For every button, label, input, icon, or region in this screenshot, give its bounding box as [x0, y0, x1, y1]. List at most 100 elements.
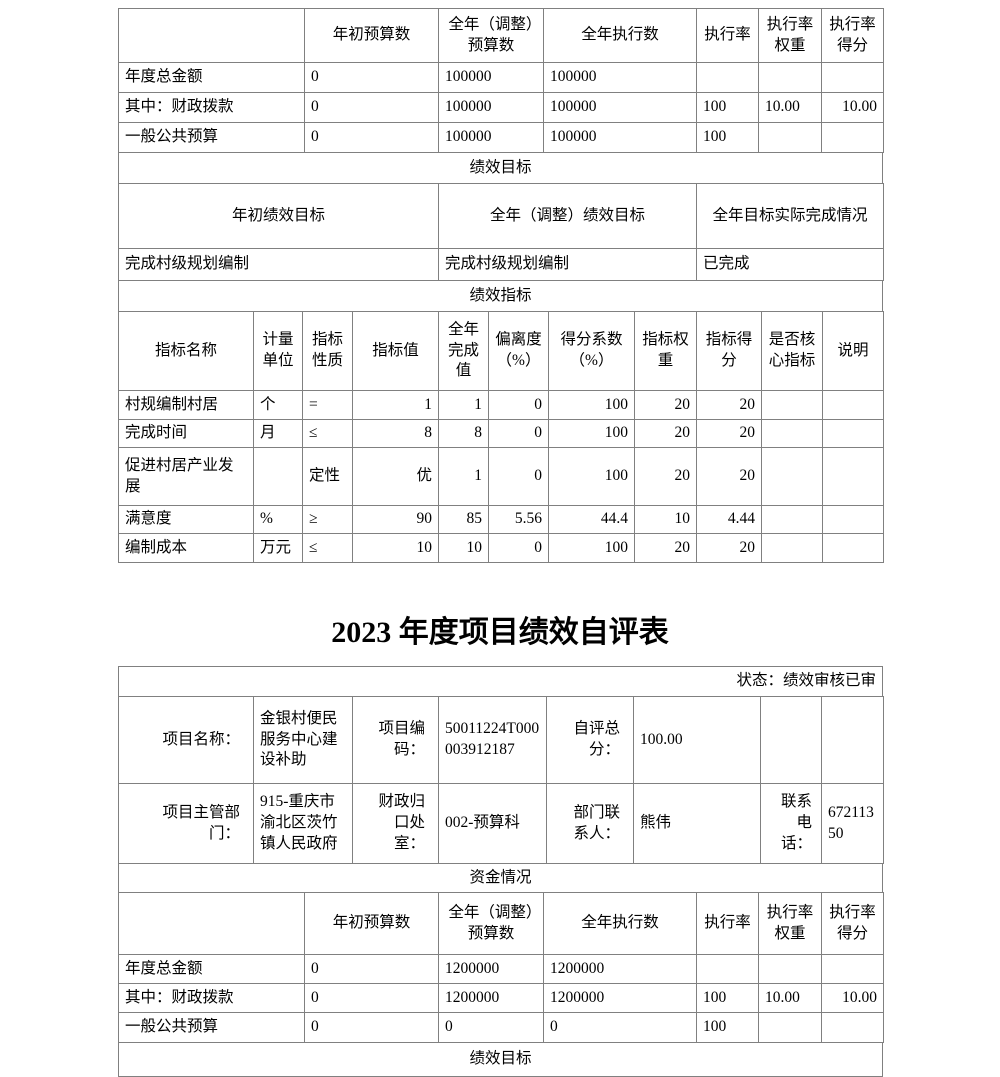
row-label: 其中：财政拨款: [118, 92, 305, 123]
table-row: 绩效目标: [118, 1042, 883, 1077]
cell: %: [253, 505, 303, 534]
cell: 20: [634, 419, 697, 448]
column-header: 年初绩效目标: [118, 183, 439, 249]
field-label: 项目名称：: [118, 696, 254, 784]
cell: 0: [488, 533, 549, 563]
table-row: 绩效指标: [118, 280, 883, 312]
cell: 4.44: [696, 505, 762, 534]
table-row: 指标名称 计量单位 指标性质 指标值 全年完成值 偏离度（%） 得分系数（%） …: [118, 311, 884, 391]
cell: 1: [352, 390, 439, 420]
cell: 100: [696, 122, 759, 153]
contact-phone-value: 67211350: [821, 783, 884, 864]
cell: 100000: [543, 62, 697, 93]
table-row: 完成时间 月 ≤ 8 8 0 100 20 20: [118, 419, 884, 448]
field-label: 财政归口处室：: [352, 783, 439, 864]
cell: [821, 122, 884, 153]
column-header: 全年（调整）预算数: [438, 892, 544, 955]
cell: [761, 505, 823, 534]
cell: [696, 62, 759, 93]
cell: 20: [696, 447, 762, 506]
cell: 月: [253, 419, 303, 448]
cell: [761, 419, 823, 448]
column-header: 指标得分: [696, 311, 762, 391]
table-row: 满意度 % ≥ 90 85 5.56 44.4 10 4.44: [118, 505, 884, 534]
indicator-name: 完成时间: [118, 419, 254, 448]
cell: 0: [304, 954, 439, 984]
cell: =: [302, 390, 353, 420]
table-row: 一般公共预算 0 0 0 100: [118, 1012, 884, 1043]
column-header: 执行率得分: [821, 8, 884, 63]
row-label: 年度总金额: [118, 954, 305, 984]
column-header: 是否核心指标: [761, 311, 823, 391]
column-header: 全年目标实际完成情况: [696, 183, 884, 249]
table-row: 绩效目标: [118, 152, 883, 184]
cell: 10: [438, 533, 489, 563]
section-row-indicator: 绩效指标: [118, 280, 883, 312]
cell: 100: [548, 533, 635, 563]
column-header: 指标性质: [302, 311, 353, 391]
cell: ≥: [302, 505, 353, 534]
page-title: 2023 年度项目绩效自评表: [331, 616, 669, 649]
cell: [761, 533, 823, 563]
table-row: 年初绩效目标 全年（调整）绩效目标 全年目标实际完成情况: [118, 183, 884, 249]
cell: 20: [634, 533, 697, 563]
cell: 90: [352, 505, 439, 534]
cell: 10.00: [821, 983, 884, 1013]
column-header: 全年完成值: [438, 311, 489, 391]
field-label: 项目主管部门：: [118, 783, 254, 864]
cell: 0: [304, 92, 439, 123]
indicator-name: 村规编制村居: [118, 390, 254, 420]
cell: 10: [352, 533, 439, 563]
cell: 1200000: [543, 954, 697, 984]
cell: ≤: [302, 533, 353, 563]
cell: 44.4: [548, 505, 635, 534]
column-header: 指标权重: [634, 311, 697, 391]
column-header-empty: [118, 8, 305, 63]
column-header: 偏离度（%）: [488, 311, 549, 391]
cell: 20: [634, 390, 697, 420]
column-header: 全年执行数: [543, 8, 697, 63]
cell: 8: [438, 419, 489, 448]
table-row: 年度总金额 0 100000 100000: [118, 62, 884, 93]
column-header: 执行率权重: [758, 892, 822, 955]
cell: [696, 954, 759, 984]
section-header: 绩效指标: [118, 280, 883, 312]
cell: 100000: [438, 62, 544, 93]
column-header: 年初预算数: [304, 8, 439, 63]
table-row: 资金情况: [118, 863, 883, 893]
cell: 个: [253, 390, 303, 420]
cell: 10.00: [758, 983, 822, 1013]
column-header: 指标值: [352, 311, 439, 391]
cell: 10: [634, 505, 697, 534]
column-header: 全年（调整）绩效目标: [438, 183, 697, 249]
indicator-name: 编制成本: [118, 533, 254, 563]
cell: 100: [696, 1012, 759, 1043]
section-header: 资金情况: [118, 863, 883, 893]
cell: 定性: [302, 447, 353, 506]
section-header: 绩效目标: [118, 152, 883, 184]
cell: 85: [438, 505, 489, 534]
column-header: 得分系数（%）: [548, 311, 635, 391]
cell: 100: [696, 983, 759, 1013]
upper-table-group: 年初预算数 全年（调整）预算数 全年执行数 执行率 执行率权重 执行率得分 年度…: [118, 8, 884, 563]
row-label: 年度总金额: [118, 62, 305, 93]
table-row: 年初预算数 全年（调整）预算数 全年执行数 执行率 执行率权重 执行率得分: [118, 8, 884, 63]
row-label: 其中：财政拨款: [118, 983, 305, 1013]
section-header: 绩效目标: [118, 1042, 883, 1077]
cell: 1: [438, 447, 489, 506]
column-header-empty: [118, 892, 305, 955]
cell: 1200000: [438, 983, 544, 1013]
column-header: 执行率得分: [821, 892, 884, 955]
indicator-name: 促进村居产业发展: [118, 447, 254, 506]
cell: 20: [696, 419, 762, 448]
self-score-value: 100.00: [633, 696, 761, 784]
table-row: 项目名称： 金银村便民服务中心建设补助 项目编码： 50011224T00000…: [118, 696, 884, 784]
cell: ≤: [302, 419, 353, 448]
field-label: 项目编码：: [352, 696, 439, 784]
cell: 已完成: [696, 248, 884, 281]
section-row-goal-2: 绩效目标: [118, 1042, 883, 1077]
indicators-table: 指标名称 计量单位 指标性质 指标值 全年完成值 偏离度（%） 得分系数（%） …: [118, 311, 884, 563]
cell: [758, 1012, 822, 1043]
cell: 10.00: [821, 92, 884, 123]
cell: 20: [696, 390, 762, 420]
